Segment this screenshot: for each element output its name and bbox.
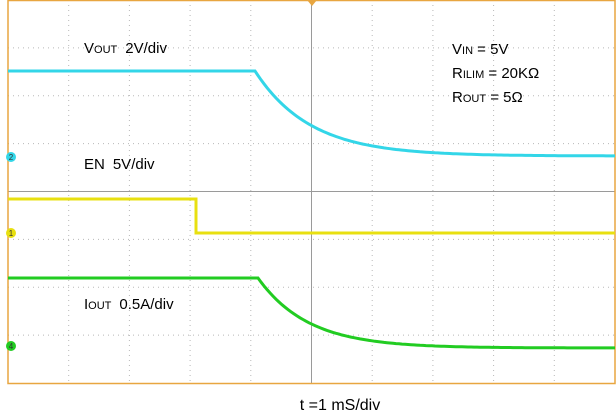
vout-label: VOUT 2V/div bbox=[84, 40, 167, 57]
channel-marker bbox=[6, 341, 16, 351]
iout-trace bbox=[8, 276, 615, 350]
label-rest: = 20KΩ bbox=[484, 65, 539, 82]
channel-markers: 2 1 4 bbox=[6, 152, 16, 351]
label-main: EN bbox=[84, 156, 105, 173]
label-main: I bbox=[84, 296, 88, 313]
channel-number: 1 bbox=[9, 229, 14, 238]
label-scale: 5V/div bbox=[113, 156, 155, 173]
traces bbox=[8, 69, 615, 350]
label-sub: ILIM bbox=[463, 69, 484, 81]
rout-label: ROUT = 5Ω bbox=[452, 89, 523, 106]
channel-marker bbox=[6, 152, 16, 162]
label-main: V bbox=[452, 41, 462, 58]
label-rest: = 5Ω bbox=[486, 89, 523, 106]
channel-number: 4 bbox=[9, 342, 14, 351]
rilim-label: RILIM = 20KΩ bbox=[452, 65, 539, 82]
vout-trace bbox=[8, 69, 615, 158]
label-main: R bbox=[452, 65, 463, 82]
label-scale: 2V/div bbox=[125, 40, 167, 57]
channel-number: 2 bbox=[9, 153, 14, 162]
label-sub: OUT bbox=[463, 93, 487, 105]
label-main: R bbox=[452, 89, 463, 106]
grid bbox=[8, 0, 615, 383]
en-trace bbox=[8, 197, 615, 235]
en-label: EN 5V/div bbox=[84, 156, 155, 173]
label-scale: 0.5A/div bbox=[119, 296, 174, 313]
vin-label: VIN = 5V bbox=[452, 41, 508, 58]
trigger-marker bbox=[307, 0, 317, 6]
time-scale: t =1 mS/div bbox=[300, 397, 380, 414]
iout-label: IOUT 0.5A/div bbox=[84, 296, 174, 313]
channel-marker bbox=[6, 228, 16, 238]
label-rest: = 5V bbox=[473, 41, 508, 58]
label-sub: OUT bbox=[88, 300, 112, 312]
label-sub: OUT bbox=[94, 44, 118, 56]
label-sub: IN bbox=[462, 45, 473, 57]
label-main: V bbox=[84, 40, 94, 57]
